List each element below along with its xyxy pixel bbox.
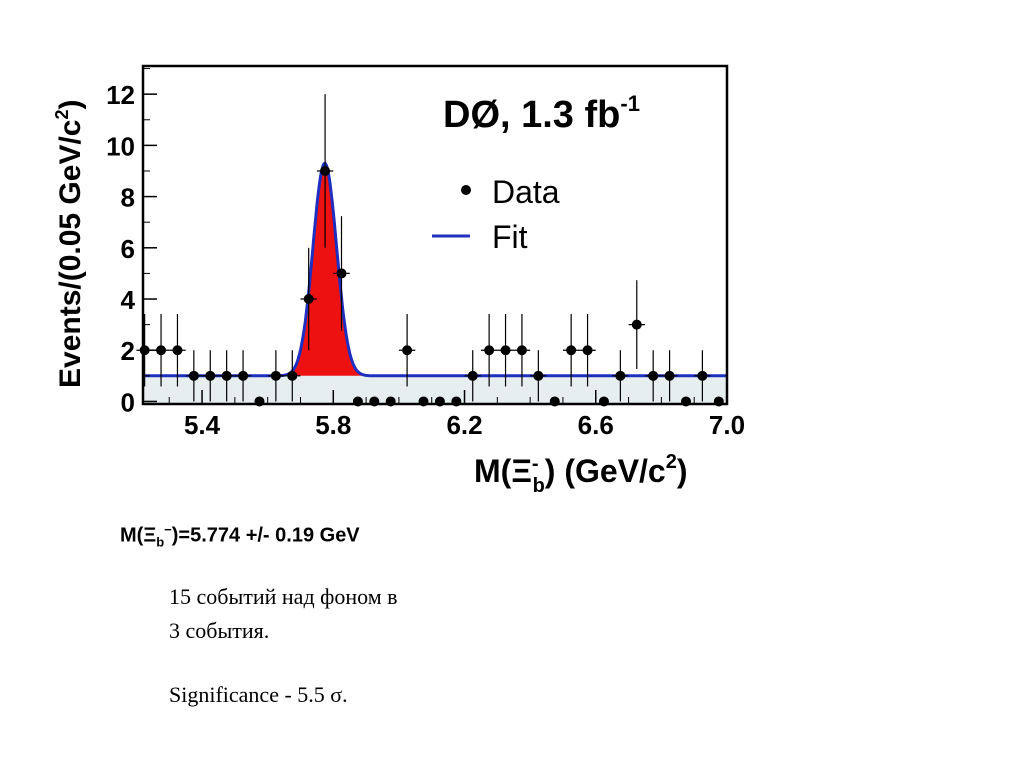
legend-fit-label: Fit xyxy=(492,219,528,255)
y-tick-label: 10 xyxy=(106,131,135,161)
y-axis-label: Events/(0.05 GeV/c2) xyxy=(52,100,87,389)
mass-result: M(Ξb−)=5.774 +/- 0.19 GeV xyxy=(120,522,360,550)
y-tick-label: 0 xyxy=(121,387,135,417)
x-tick-label: 5.4 xyxy=(184,410,221,440)
x-tick-label: 7.0 xyxy=(709,410,745,440)
data-point xyxy=(221,370,232,381)
fit-curve xyxy=(143,161,727,378)
data-point xyxy=(484,345,495,356)
plot-frame xyxy=(141,64,729,406)
data-point xyxy=(467,370,478,381)
y-tick-label: 8 xyxy=(121,183,135,213)
signal-description-line-1: 15 событий над фоном в xyxy=(169,584,398,609)
signal-description: 15 событий над фоном в 3 события. xyxy=(169,580,489,648)
data-point xyxy=(582,345,593,356)
data-point xyxy=(533,370,544,381)
data-point xyxy=(320,165,331,176)
background-band xyxy=(143,375,727,404)
x-tick-label: 6.6 xyxy=(578,410,614,440)
x-axis-label: M(Ξ-b) (GeV/c2) xyxy=(474,451,688,497)
signal-fill xyxy=(277,163,372,376)
data-point xyxy=(205,370,216,381)
data-point xyxy=(402,345,413,356)
signal-description-line-2: 3 события. xyxy=(169,618,270,643)
legend: DØ, 1.3 fb-1 Data Fit xyxy=(432,91,640,255)
data-point xyxy=(648,370,659,381)
significance-text: Significance - 5.5 σ. xyxy=(169,682,348,707)
y-tick-label: 6 xyxy=(121,234,135,264)
plot-area: 0 2 4 6 8 10 12 5.4 5.8 6.2 6.6 7.0 xyxy=(106,64,745,440)
data-point xyxy=(516,345,527,356)
legend-data-label: Data xyxy=(492,174,560,210)
data-point xyxy=(270,370,281,381)
data-point xyxy=(172,345,183,356)
x-tick-label: 6.2 xyxy=(446,410,482,440)
data-point xyxy=(188,370,199,381)
data-point xyxy=(303,294,314,305)
y-tick-label: 12 xyxy=(106,80,135,110)
data-point xyxy=(697,370,708,381)
y-tick-label: 4 xyxy=(121,285,136,315)
experiment-label: DØ, 1.3 fb-1 xyxy=(443,91,640,136)
data-point xyxy=(336,268,347,279)
data-point xyxy=(156,345,167,356)
data-point xyxy=(566,345,577,356)
data-point xyxy=(500,345,511,356)
data-point xyxy=(615,370,626,381)
data-point xyxy=(664,370,675,381)
chart: 0 2 4 6 8 10 12 5.4 5.8 6.2 6.6 7.0 DØ, 1.3 fb-1 Da… xyxy=(52,64,745,497)
data-point xyxy=(287,370,298,381)
x-tick-label: 5.8 xyxy=(315,410,351,440)
y-tick-label: 2 xyxy=(121,336,135,366)
data-point xyxy=(238,370,249,381)
data-point xyxy=(631,319,642,330)
legend-data-marker xyxy=(461,185,471,195)
